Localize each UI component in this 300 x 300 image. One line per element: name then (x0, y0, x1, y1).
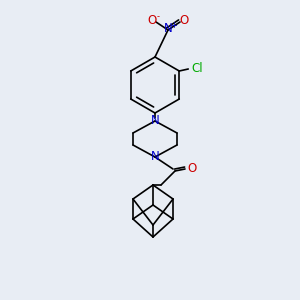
Text: +: + (170, 21, 177, 30)
Text: O: O (188, 161, 196, 175)
Text: -: - (157, 13, 160, 22)
Text: O: O (179, 14, 189, 28)
Text: N: N (164, 22, 172, 35)
Text: N: N (151, 151, 159, 164)
Text: O: O (147, 14, 157, 28)
Text: Cl: Cl (191, 61, 203, 74)
Text: N: N (151, 115, 159, 128)
